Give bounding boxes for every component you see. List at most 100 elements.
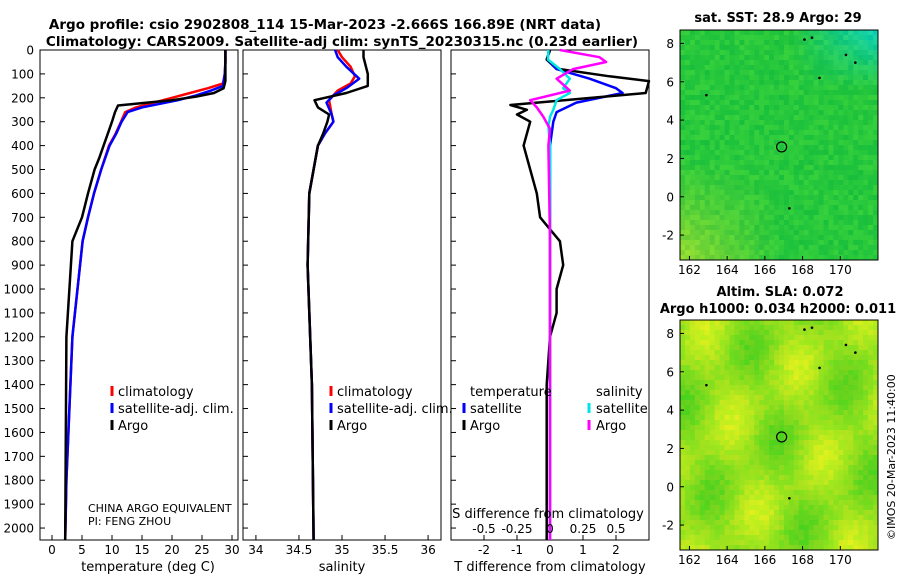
map-cell xyxy=(863,465,869,471)
map-cell xyxy=(868,525,874,531)
map-cell xyxy=(788,320,795,326)
map-cell xyxy=(783,355,790,361)
map-cell xyxy=(853,120,859,126)
map-cell xyxy=(729,255,736,260)
map-cell xyxy=(749,200,755,206)
map-cell xyxy=(739,210,745,216)
map-cell xyxy=(759,395,765,401)
map-cell xyxy=(793,120,800,126)
map-cell xyxy=(754,390,760,396)
map-cell xyxy=(788,255,795,260)
map-cell xyxy=(709,430,716,436)
map-cell xyxy=(828,480,835,486)
map-cell xyxy=(694,435,701,441)
map-cell xyxy=(818,105,825,111)
map-cell xyxy=(694,175,701,181)
map-cell xyxy=(813,440,820,446)
map-cell xyxy=(818,85,825,91)
map-cell xyxy=(699,420,706,426)
map-cell xyxy=(858,390,864,396)
map-cell xyxy=(699,30,706,36)
map-cell xyxy=(719,445,726,451)
difference-plot: -2 -1 0 1 2-0.5 -0.25 0 0.25 0.5 xyxy=(472,48,651,557)
map-cell xyxy=(803,255,810,260)
map-cell xyxy=(754,500,760,506)
map-cell xyxy=(808,510,815,516)
map-cell xyxy=(813,150,820,156)
map-cell xyxy=(774,100,780,106)
map-cell xyxy=(803,100,810,106)
map-cell xyxy=(798,510,805,516)
map-cell xyxy=(853,240,859,246)
map-cell xyxy=(754,380,760,386)
map-cell xyxy=(848,485,854,491)
map-cell xyxy=(779,190,785,196)
map-cell xyxy=(754,420,760,426)
map-cell xyxy=(684,80,691,86)
map-cell xyxy=(788,525,795,531)
map-cell xyxy=(813,385,820,391)
map-cell xyxy=(689,250,696,256)
map-cell xyxy=(848,390,854,396)
map-cell xyxy=(853,385,859,391)
map-cell xyxy=(813,535,820,541)
map-cell xyxy=(848,535,854,541)
map-cell xyxy=(818,160,825,166)
map-cell xyxy=(709,390,716,396)
map-cell xyxy=(788,240,795,246)
map-cell xyxy=(680,180,686,186)
map-cell xyxy=(803,505,810,511)
map-cell xyxy=(813,125,820,131)
map-cell xyxy=(759,250,765,256)
map-cell xyxy=(858,380,864,386)
map-cell xyxy=(749,385,755,391)
map-cell xyxy=(680,230,686,236)
map-cell xyxy=(858,155,864,161)
map-cell xyxy=(714,475,721,481)
map-cell xyxy=(838,240,844,246)
map-cell xyxy=(808,195,815,201)
map-cell xyxy=(749,460,755,466)
map-cell xyxy=(853,215,859,221)
map-cell xyxy=(769,505,775,511)
map-cell xyxy=(694,515,701,521)
map-cell xyxy=(754,115,760,121)
map-cell xyxy=(808,90,815,96)
map-cell xyxy=(858,70,864,76)
map-cell xyxy=(808,330,815,336)
map-cell xyxy=(729,350,736,356)
map-cell xyxy=(724,360,731,366)
map-cell xyxy=(808,205,815,211)
map-cell xyxy=(719,210,726,216)
map-cell xyxy=(853,485,859,491)
map-cell xyxy=(813,35,820,41)
map-cell xyxy=(808,370,815,376)
map-cell xyxy=(798,515,805,521)
map-cell xyxy=(823,185,830,191)
map-cell xyxy=(680,220,686,226)
map-cell xyxy=(823,125,830,131)
map-cell xyxy=(813,240,820,246)
map-cell xyxy=(788,90,795,96)
map-cell xyxy=(813,105,820,111)
map-cell xyxy=(848,420,854,426)
map-cell xyxy=(788,340,795,346)
map-cell xyxy=(764,185,770,191)
map-cell xyxy=(848,400,854,406)
map-cell xyxy=(783,405,790,411)
map-cell xyxy=(744,480,750,486)
map-cell xyxy=(873,75,878,81)
map-cell xyxy=(704,205,711,211)
map-cell xyxy=(744,355,750,361)
map-cell xyxy=(749,60,755,66)
map-cell xyxy=(739,385,745,391)
x-tick-label: 5 xyxy=(78,543,86,557)
map-cell xyxy=(754,340,760,346)
map-cell xyxy=(838,540,844,546)
map-cell xyxy=(759,165,765,171)
map-cell xyxy=(754,355,760,361)
map-cell xyxy=(754,150,760,156)
map-cell xyxy=(868,180,874,186)
map-cell xyxy=(813,200,820,206)
map-cell xyxy=(719,85,726,91)
